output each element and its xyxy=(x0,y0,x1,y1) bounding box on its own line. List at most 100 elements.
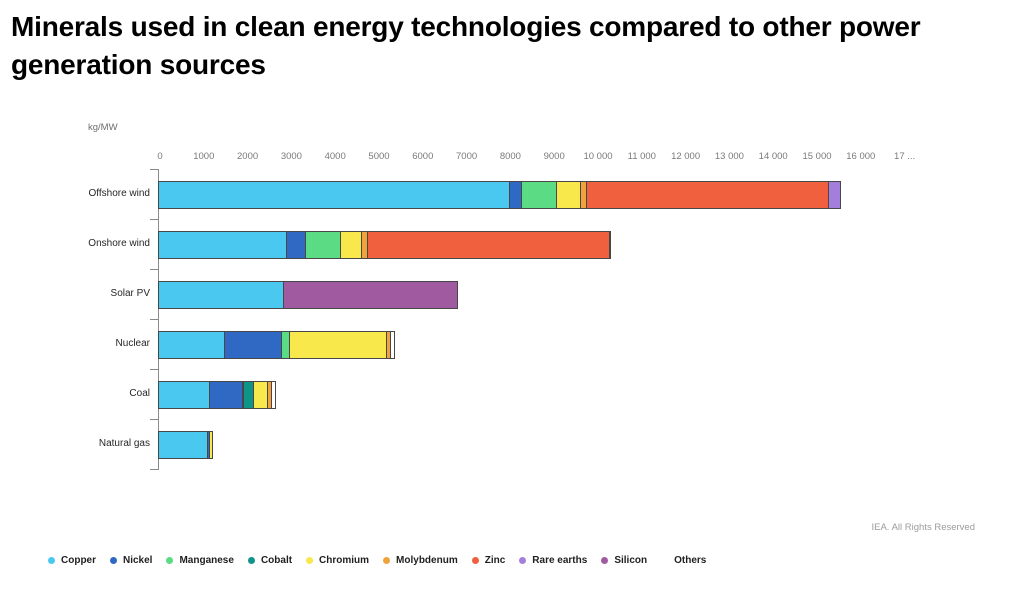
x-axis-tick-label: 11 000 xyxy=(627,151,656,162)
bar-segment-manganese xyxy=(241,382,244,408)
legend-label: Zinc xyxy=(484,555,506,566)
legend-dot-molybdenum xyxy=(383,557,391,564)
legend-item-zinc: Zinc xyxy=(471,555,506,566)
x-axis: 0 1000 2000 3000 4000 5000 6000 7000 8000 9000 10 … xyxy=(0,151,1024,163)
bar-natural-gas xyxy=(158,431,213,459)
legend-label: Nickel xyxy=(123,555,153,566)
bar-offshore-wind xyxy=(158,181,841,209)
bar-segment-rare-earths xyxy=(828,182,840,208)
x-axis-tick-label: 1000 xyxy=(193,151,215,162)
category-boundary-tick xyxy=(150,369,158,370)
legend-item-copper: Copper xyxy=(48,555,96,566)
x-axis-tick-label: 10 000 xyxy=(583,151,613,162)
bar-segment-molybdenum xyxy=(361,232,367,258)
bar-segment-others xyxy=(389,332,395,358)
bar-segment-nickel xyxy=(509,182,521,208)
category-boundary-tick xyxy=(150,269,158,270)
legend-dot-silicon xyxy=(601,557,609,564)
bar-segment-manganese xyxy=(281,332,289,358)
category-label-offshore-wind: Offshore wind xyxy=(88,188,150,199)
bar-segment-nickel xyxy=(223,332,282,358)
bar-segment-molybdenum xyxy=(580,182,587,208)
bar-segment-silicon xyxy=(282,282,457,308)
legend-item-chromium: Chromium xyxy=(306,555,369,566)
bar-coal xyxy=(158,381,276,409)
legend-item-nickel: Nickel xyxy=(110,555,152,566)
bar-segment-cobalt xyxy=(243,382,253,408)
bar-segment-manganese xyxy=(520,182,557,208)
bar-segment-copper xyxy=(159,382,210,408)
x-axis-tick-label: 13 000 xyxy=(714,151,744,162)
x-axis-tick-label: 0 xyxy=(157,151,163,162)
legend-label: Others xyxy=(674,555,707,566)
bar-segment-copper xyxy=(159,232,287,258)
category-boundary-tick xyxy=(150,419,158,420)
x-axis-tick-label: 2000 xyxy=(237,151,259,162)
page-title: Minerals used in clean energy technologi… xyxy=(11,11,921,80)
legend-dot-rare-earths xyxy=(519,557,527,564)
x-axis-tick-label: 6000 xyxy=(412,151,434,162)
x-axis-tick-label: 3000 xyxy=(280,151,302,162)
legend-item-others: Others xyxy=(661,555,706,566)
category-boundary-tick xyxy=(150,219,158,220)
bar-segment-chromium xyxy=(252,382,268,408)
x-axis-tick-label: 4000 xyxy=(324,151,346,162)
legend-item-manganese: Manganese xyxy=(166,555,234,566)
bar-segment-chromium xyxy=(288,332,386,358)
bar-solar-pv xyxy=(158,281,458,309)
legend-dot-others xyxy=(661,557,669,564)
bar-segment-chromium xyxy=(556,182,581,208)
bar-segment-copper xyxy=(159,332,224,358)
legend-label: Copper xyxy=(61,555,96,566)
bar-segment-zinc xyxy=(586,182,829,208)
legend-dot-manganese xyxy=(166,557,174,564)
x-axis-tick-label: 7000 xyxy=(456,151,478,162)
legend-item-rare-earths: Rare earths xyxy=(519,555,587,566)
x-axis-tick-label: 15 000 xyxy=(802,151,832,162)
bar-segment-others xyxy=(271,382,275,408)
legend-dot-cobalt xyxy=(247,557,255,564)
legend-dot-zinc xyxy=(471,557,479,564)
category-label-coal: Coal xyxy=(129,388,150,399)
bar-segment-copper xyxy=(159,432,208,458)
bar-segment-copper xyxy=(159,282,283,308)
x-axis-tick-label: 14 000 xyxy=(758,151,788,162)
legend-label: Rare earths xyxy=(532,555,588,566)
bar-onshore-wind xyxy=(158,231,612,259)
legend-item-cobalt: Cobalt xyxy=(247,555,292,566)
x-axis-tick-label: 12 000 xyxy=(671,151,701,162)
bar-segment-chromium xyxy=(208,432,212,458)
bar-segment-nickel xyxy=(207,432,209,458)
bar-segment-rare-earths xyxy=(608,232,611,258)
category-boundary-tick xyxy=(150,469,158,470)
legend-label: Silicon xyxy=(614,555,648,566)
legend-item-molybdenum: Molybdenum xyxy=(383,555,458,566)
category-boundary-tick xyxy=(150,319,158,320)
legend-dot-nickel xyxy=(110,557,117,564)
category-label-nuclear: Nuclear xyxy=(115,338,150,349)
bar-segment-chromium xyxy=(339,232,362,258)
bar-segment-copper xyxy=(159,182,510,208)
x-axis-tick-label: 8000 xyxy=(499,151,521,162)
category-label-solar-pv: Solar PV xyxy=(110,288,150,299)
legend-item-silicon: Silicon xyxy=(601,555,647,566)
bar-segment-molybdenum xyxy=(385,332,390,358)
axis-unit-label: kg/MW xyxy=(88,122,118,133)
x-axis-tick-label: 5000 xyxy=(368,151,390,162)
bar-segment-nickel xyxy=(209,382,242,408)
legend: Copper Nickel Manganese Cobalt Chromium Molyb… xyxy=(48,555,706,566)
x-axis-tick-label: 9000 xyxy=(543,151,565,162)
bar-segment-zinc xyxy=(366,232,609,258)
category-boundary-tick xyxy=(150,169,158,170)
y-axis-line xyxy=(158,169,159,470)
bar-nuclear xyxy=(158,331,396,359)
legend-label: Molybdenum xyxy=(396,555,458,566)
category-label-natural-gas: Natural gas xyxy=(98,438,150,449)
copyright-note: IEA. All Rights Reserved xyxy=(871,522,976,533)
bar-segment-nickel xyxy=(286,232,305,258)
legend-dot-copper xyxy=(48,557,55,564)
x-axis-tick-label: 17 ... xyxy=(894,151,916,162)
category-label-onshore-wind: Onshore wind xyxy=(88,238,150,249)
bar-segment-molybdenum xyxy=(267,382,272,408)
